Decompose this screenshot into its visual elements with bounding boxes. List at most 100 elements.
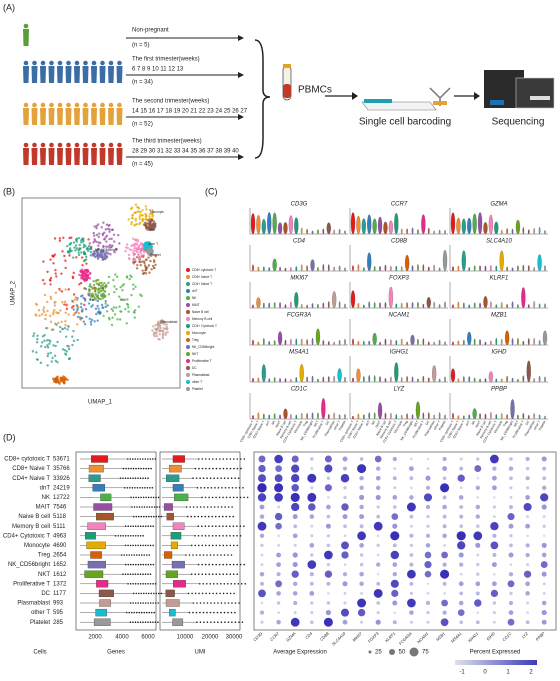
outlier [130, 563, 132, 566]
violin [517, 338, 519, 346]
umap-point [130, 248, 133, 252]
umap-point [130, 220, 134, 224]
umap-point [141, 254, 144, 257]
umap-point [109, 246, 112, 249]
dot [359, 553, 364, 557]
group-n: (n = 45) [132, 162, 153, 168]
legend-label: other T [192, 380, 202, 384]
umap-point [131, 217, 134, 220]
violin [544, 303, 546, 309]
dot [475, 485, 481, 491]
size-tick: 75 [422, 650, 429, 656]
dot [291, 455, 299, 463]
outlier [134, 487, 136, 489]
person-body [74, 148, 80, 165]
outlier [137, 525, 139, 527]
violin [338, 228, 341, 235]
violin [527, 265, 530, 272]
box [170, 541, 178, 550]
violin [394, 362, 399, 383]
arrowhead [238, 35, 244, 41]
outlier [144, 477, 147, 480]
violin [490, 301, 492, 309]
person-body [108, 66, 114, 83]
dot [526, 515, 530, 519]
violin [283, 408, 288, 420]
dot [275, 580, 283, 588]
dot [474, 465, 482, 473]
dot [257, 521, 267, 531]
umap-point [83, 303, 86, 307]
violin [433, 230, 435, 235]
size-tick: 50 [399, 650, 406, 656]
umap-point [142, 244, 146, 247]
outlier [150, 592, 153, 595]
umap-point [49, 279, 52, 282]
violin-x-label: other T [433, 420, 442, 431]
umap-point [85, 262, 88, 265]
outlier [218, 573, 221, 575]
person-head [57, 142, 63, 148]
outlier [240, 458, 242, 460]
dot [325, 523, 331, 529]
outlier [124, 535, 127, 537]
umap-point [76, 338, 79, 342]
umap-point [100, 255, 103, 259]
cell-count: 4690 [53, 543, 67, 549]
umap-point [74, 296, 77, 299]
umap-point [124, 308, 127, 311]
violin [527, 304, 530, 309]
outlier [215, 544, 218, 547]
violin [410, 334, 415, 346]
outlier [217, 487, 220, 489]
umap-point [42, 260, 45, 263]
umap-point [61, 250, 64, 253]
umap-point [130, 244, 133, 247]
dot-gene-label: CD4 [304, 630, 314, 640]
cell-name: CD4+ Cytotoxic T [3, 533, 50, 539]
umap-point [152, 259, 156, 262]
violin-x-label: NKT [513, 420, 520, 428]
violin [511, 228, 514, 235]
outlier [239, 496, 242, 499]
violin [433, 301, 435, 309]
dot-gene-label: PPBP [535, 631, 546, 642]
violin [395, 303, 398, 309]
violin-x-label: Treg [402, 420, 409, 428]
outlier [152, 525, 154, 527]
dot [258, 589, 266, 598]
umap-point [73, 246, 76, 249]
dot [491, 562, 497, 568]
outlier [216, 477, 219, 480]
outlier [208, 563, 210, 566]
violin [311, 412, 314, 420]
y-axis-label: UMAP_2 [11, 280, 17, 305]
violin [427, 266, 430, 272]
outlier [208, 573, 211, 575]
umi-tick: 30000 [226, 635, 243, 641]
outlier [143, 611, 146, 614]
violin [494, 221, 499, 235]
outlier [135, 515, 138, 518]
umap-point [95, 249, 98, 252]
umap-point [36, 358, 39, 361]
dot [458, 552, 464, 558]
cell-count: 285 [53, 620, 64, 626]
umap-point [38, 314, 41, 317]
umap-point [141, 218, 144, 221]
person-head [66, 102, 71, 108]
outlier [142, 477, 144, 480]
dot [441, 551, 449, 559]
outlier [144, 458, 147, 460]
outlier [144, 583, 147, 585]
outlier [132, 496, 135, 499]
outlier [132, 458, 134, 460]
dot [490, 589, 499, 598]
dot [310, 457, 314, 461]
dot [425, 504, 431, 510]
violin [495, 337, 498, 346]
umap-point [54, 359, 58, 363]
box [84, 570, 104, 578]
dot [291, 484, 299, 492]
genes-frame [75, 451, 157, 631]
